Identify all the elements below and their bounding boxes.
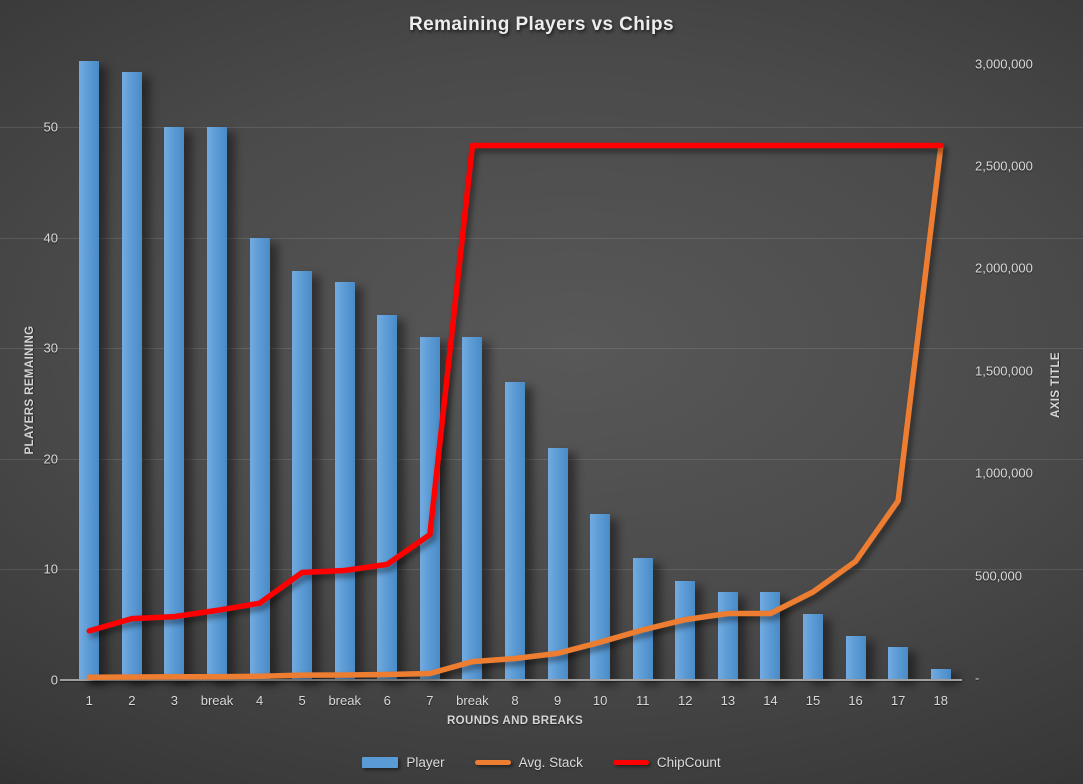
x-tick-8-10: 8 (511, 693, 519, 708)
bar-player-16[interactable] (845, 635, 866, 680)
bar-player-9[interactable] (547, 447, 568, 680)
x-tick-4-4: 4 (255, 693, 264, 708)
legend-swatch-chipcount (612, 759, 649, 765)
line-avg-stack[interactable] (86, 144, 944, 680)
right-tick-2500000: 2,500,000 (975, 158, 1033, 174)
x-tick-7-8: 7 (426, 693, 434, 708)
legend-label: Avg. Stack (518, 754, 583, 770)
right-tick-1500000: 1,500,000 (975, 363, 1033, 379)
legend-swatch-avg-stack (474, 759, 511, 765)
x-tick-1-0: 1 (85, 693, 93, 708)
bar-player-4[interactable] (249, 237, 270, 680)
left-tick-40: 40 (43, 230, 58, 246)
x-tick-18-20: 18 (933, 693, 948, 708)
right-tick-3000000: 3,000,000 (975, 56, 1033, 72)
gridline-40 (0, 237, 1083, 239)
bar-player-break[interactable] (334, 282, 355, 680)
x-tick-17-19: 17 (890, 693, 906, 708)
x-tick-16-18: 16 (848, 693, 863, 708)
legend-label: ChipCount (656, 754, 721, 770)
legend-label: Player (406, 754, 445, 770)
x-tick-6-7: 6 (383, 693, 391, 708)
legend-swatch-player (362, 756, 399, 768)
x-tick-10-12: 10 (592, 693, 608, 708)
x-tick-13-15: 13 (720, 693, 736, 708)
gridline-30 (0, 348, 1083, 350)
right-tick-2000000: 2,000,000 (975, 260, 1033, 276)
x-axis-line (60, 679, 962, 681)
gridline-50 (0, 127, 1083, 129)
right-tick-500000: 500,000 (975, 568, 1022, 584)
x-tick-5-5: 5 (298, 693, 306, 708)
left-tick-30: 30 (43, 340, 58, 356)
bar-player-12[interactable] (675, 580, 696, 680)
x-tick-11-13: 11 (635, 693, 650, 708)
x-tick-break-9: break (456, 693, 489, 708)
bar-player-break[interactable] (462, 337, 483, 680)
x-tick-15-17: 15 (805, 693, 821, 708)
bar-player-15[interactable] (803, 613, 823, 680)
chart-title[interactable]: Remaining Players vs Chips (409, 14, 674, 35)
x-tick-2-1: 2 (128, 693, 136, 708)
x-tick-14-16: 14 (763, 693, 778, 708)
legend-item-avg-stack[interactable]: Avg. Stack (474, 754, 583, 770)
bar-player-17[interactable] (888, 646, 909, 680)
line-chipcount[interactable] (86, 142, 944, 634)
bar-player-6[interactable] (377, 315, 398, 680)
x-tick-12-14: 12 (678, 693, 693, 708)
legend-item-player[interactable]: Player (362, 754, 445, 770)
bar-player-11[interactable] (632, 558, 653, 680)
bar-player-3[interactable] (164, 127, 185, 680)
gridline-10 (0, 569, 1083, 571)
x-tick-3-2: 3 (170, 693, 179, 708)
legend-item-chipcount[interactable]: ChipCount (612, 754, 721, 770)
bar-player-break[interactable] (207, 127, 227, 680)
x-tick-break-3: break (200, 693, 234, 708)
x-tick-break-6: break (328, 693, 361, 708)
gridline-20 (0, 458, 1083, 460)
right-tick--: - (975, 670, 980, 686)
right-tick-1000000: 1,000,000 (975, 465, 1033, 481)
x-tick-9-11: 9 (553, 693, 562, 708)
bar-player-8[interactable] (505, 381, 525, 680)
x-axis-title[interactable]: ROUNDS AND BREAKS (446, 715, 584, 727)
bar-player-2[interactable] (121, 72, 142, 680)
legend: Player Avg. Stack ChipCount (0, 750, 1083, 774)
left-tick-50: 50 (43, 119, 58, 135)
left-tick-0: 0 (50, 672, 58, 688)
bar-player-18[interactable] (930, 668, 951, 680)
bar-player-1[interactable] (79, 61, 100, 680)
left-tick-10: 10 (43, 561, 58, 577)
bar-player-7[interactable] (419, 337, 440, 680)
left-tick-20: 20 (43, 451, 58, 467)
